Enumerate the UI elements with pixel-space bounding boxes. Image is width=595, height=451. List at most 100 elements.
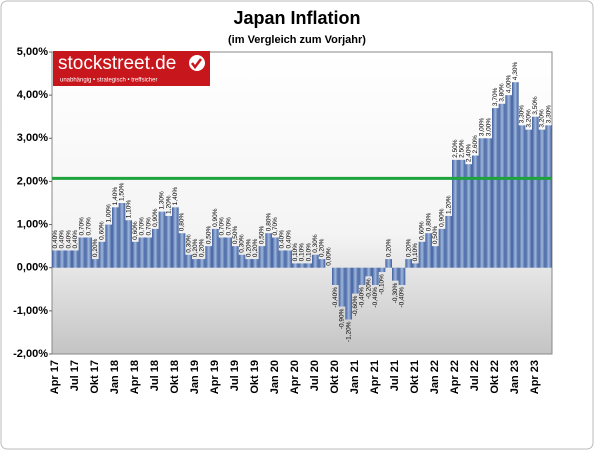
bar — [212, 228, 219, 268]
value-label: 1,30% — [159, 191, 166, 210]
value-label: 0,40% — [65, 230, 72, 249]
value-label: 0,40% — [72, 230, 79, 249]
value-label: 0,70% — [85, 217, 92, 236]
y-tick-label: -2,00% — [13, 348, 48, 360]
bar — [398, 267, 406, 285]
y-tick-label: -1,00% — [13, 305, 48, 317]
value-label: 0,50% — [432, 225, 439, 244]
value-label: 3,00% — [485, 118, 492, 137]
bar — [385, 259, 392, 268]
x-tick-label: Apr 23 — [529, 360, 541, 394]
value-label: 0,40% — [279, 230, 286, 249]
bar — [512, 82, 519, 268]
value-label: 0,40% — [285, 230, 292, 249]
x-tick-label: Okt 22 — [489, 360, 501, 394]
bar — [78, 237, 86, 268]
bar — [232, 246, 239, 268]
bar — [238, 254, 246, 268]
value-label: 1,50% — [119, 182, 126, 201]
bar — [265, 233, 272, 268]
value-label: 0,70% — [272, 217, 279, 236]
value-label: 0,70% — [225, 217, 232, 236]
value-label: 0,60% — [99, 221, 106, 240]
chart-title: Japan Inflation — [233, 8, 360, 28]
value-label: 1,10% — [125, 200, 132, 219]
bar — [125, 220, 132, 268]
bar — [445, 215, 452, 268]
bar — [338, 267, 346, 307]
value-label: 0,00% — [325, 247, 332, 266]
value-label: 1,20% — [165, 195, 172, 214]
bar — [138, 237, 146, 268]
value-label: 0,60% — [132, 221, 139, 240]
value-label: 3,00% — [479, 118, 486, 137]
bar — [85, 237, 92, 268]
bar — [412, 263, 419, 268]
value-label: -1,20% — [345, 321, 352, 342]
x-tick-label: Jul 19 — [229, 360, 241, 391]
bar — [58, 250, 66, 268]
value-label: 1,40% — [172, 187, 179, 206]
value-label: 0,70% — [219, 217, 226, 236]
bar — [358, 267, 366, 285]
value-label: 0,40% — [52, 230, 59, 249]
bar — [225, 237, 232, 268]
bar — [545, 125, 552, 268]
bar — [105, 224, 112, 268]
value-label: 0,30% — [239, 234, 246, 253]
value-label: 0,70% — [79, 217, 86, 236]
value-label: -0,90% — [339, 308, 346, 329]
x-tick-label: Jul 20 — [309, 360, 321, 391]
bar — [92, 259, 99, 268]
bar — [485, 138, 492, 268]
x-tick-label: Apr 18 — [129, 360, 141, 394]
plot: -2,00% -1,00% 0,00% 1,00% 2,00% 3,00% 4,00% 5,0… — [13, 46, 552, 394]
x-tick-label: Okt 19 — [249, 360, 261, 394]
value-label: 0,30% — [185, 234, 192, 253]
value-label: 3,20% — [539, 109, 546, 128]
bar — [372, 267, 379, 285]
x-tick-label: Jul 17 — [69, 360, 81, 391]
y-tick-label: 1,00% — [17, 218, 48, 230]
value-label: -0,40% — [372, 287, 379, 308]
value-label: 0,80% — [179, 213, 186, 232]
value-label: 3,70% — [492, 87, 499, 106]
value-label: 0,20% — [319, 238, 326, 257]
y-tick-label: 3,00% — [17, 132, 48, 144]
bar — [518, 125, 526, 268]
bar — [285, 250, 292, 268]
value-label: 1,00% — [105, 204, 112, 223]
value-label: 0,80% — [425, 213, 432, 232]
bar — [472, 155, 479, 268]
chart-subtitle: (im Vergleich zum Vorjahr) — [228, 34, 366, 46]
value-label: 0,90% — [439, 208, 446, 227]
x-tick-label: Okt 18 — [169, 360, 181, 394]
x-tick-label: Jan 18 — [109, 360, 121, 394]
bar — [218, 237, 226, 268]
value-label: 3,30% — [519, 105, 526, 124]
x-tick-label: Jan 23 — [509, 360, 521, 394]
value-label: 0,20% — [192, 238, 199, 257]
value-label: -0,40% — [399, 287, 406, 308]
value-label: 0,20% — [199, 238, 206, 257]
value-label: 0,30% — [312, 234, 319, 253]
bar — [492, 108, 499, 268]
value-label: 4,00% — [505, 74, 512, 93]
bar — [365, 267, 372, 277]
bar — [498, 103, 506, 268]
x-tick-label: Apr 19 — [209, 360, 221, 394]
value-label: 0,10% — [412, 243, 419, 262]
y-tick-label: 2,00% — [17, 175, 48, 187]
value-label: -0,20% — [365, 278, 372, 299]
bar — [345, 267, 352, 320]
value-label: 3,80% — [499, 83, 506, 102]
bar — [198, 259, 206, 268]
bar — [52, 250, 59, 268]
y-tick-label: 5,00% — [17, 46, 48, 58]
y-tick-label: 0,00% — [17, 262, 48, 274]
value-label: 0,20% — [405, 238, 412, 257]
x-tick-label: Apr 17 — [49, 360, 61, 394]
bar — [245, 259, 252, 268]
bar — [392, 267, 399, 281]
